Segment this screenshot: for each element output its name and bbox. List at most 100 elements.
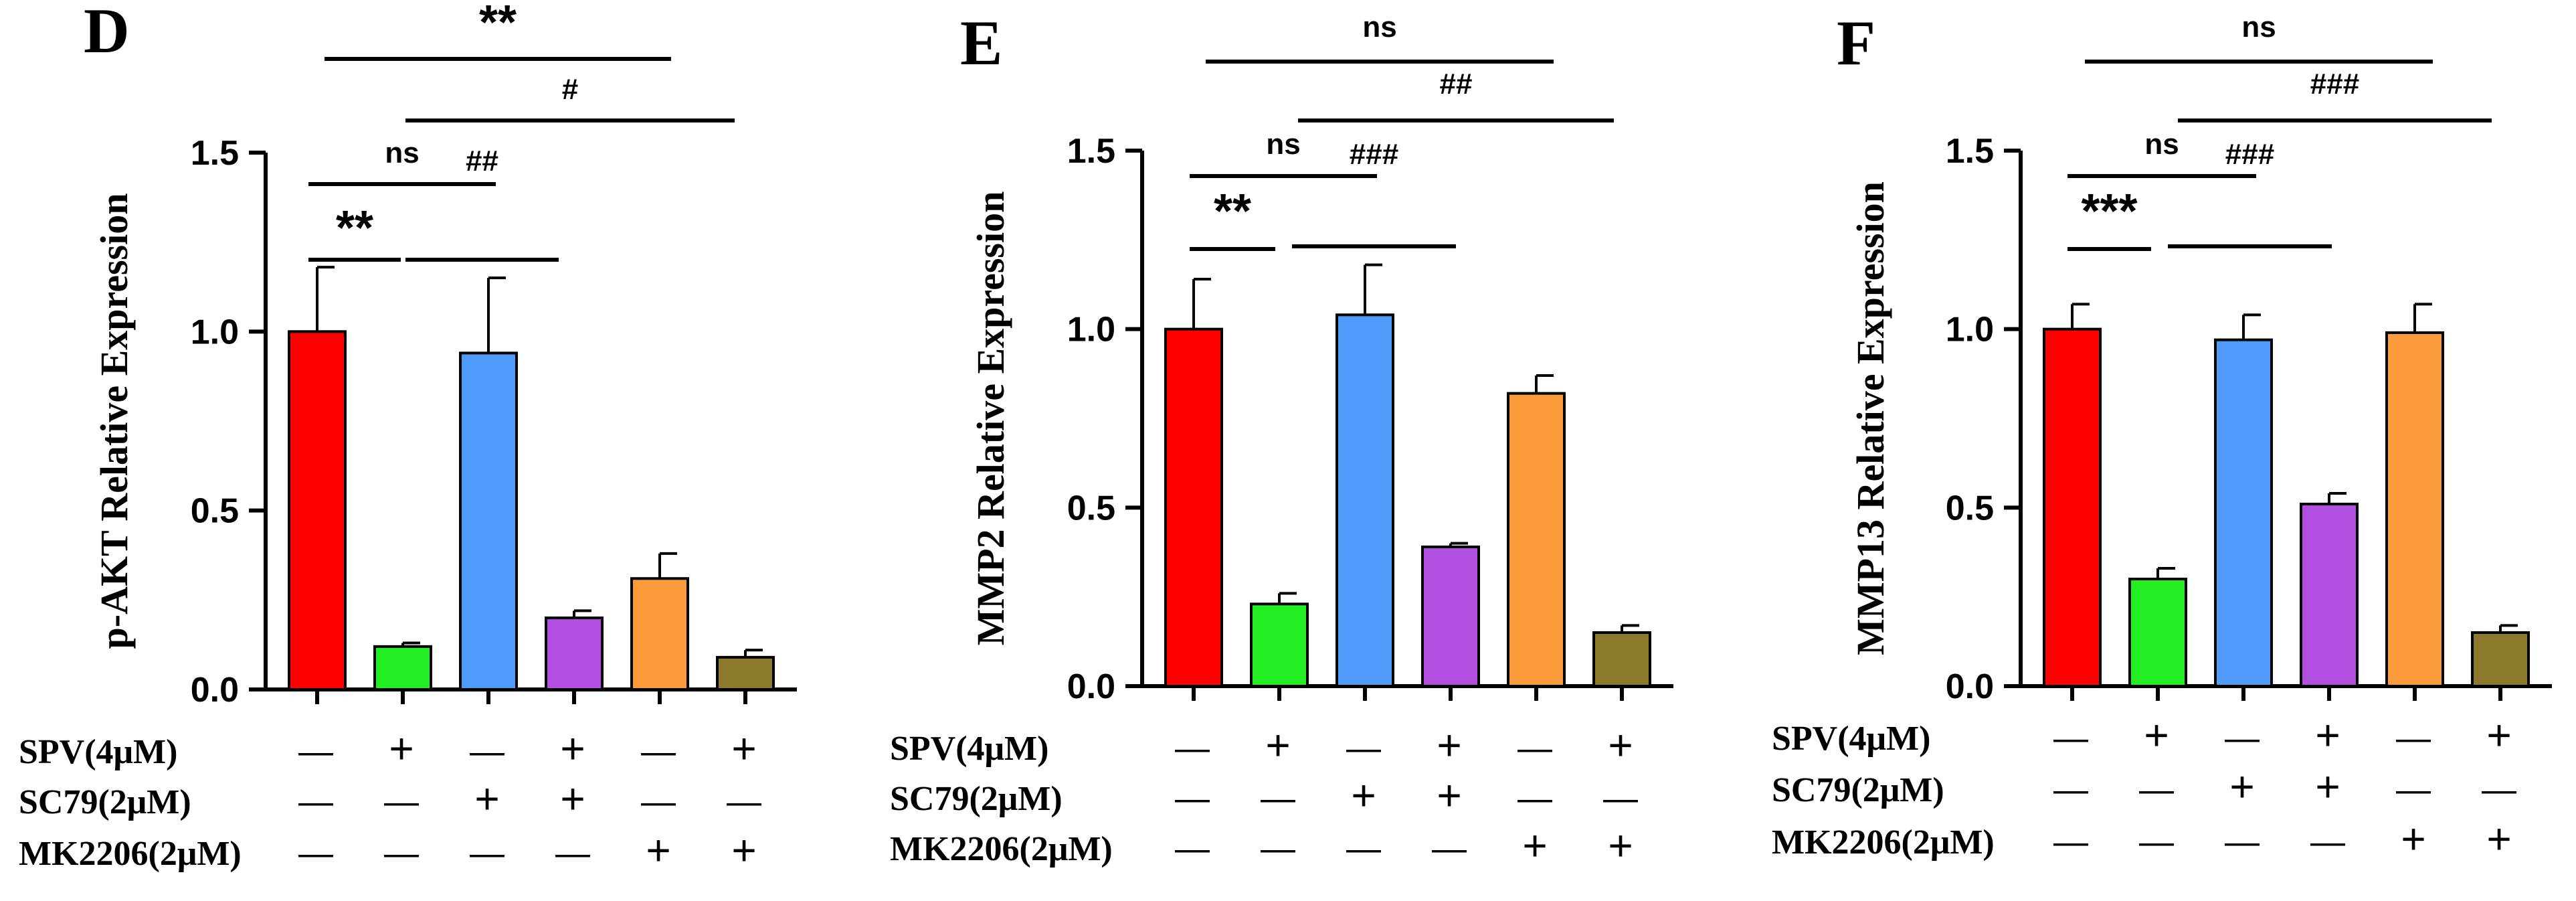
bar	[2128, 578, 2187, 687]
significance-label: ns	[2241, 11, 2276, 44]
y-tick-label: 0.0	[1946, 667, 1994, 706]
significance-label: **	[1214, 185, 1251, 238]
treatment-minus: —	[2482, 770, 2516, 809]
treatment-label: SPV(4μM)	[890, 730, 1048, 768]
bar	[2043, 327, 2102, 687]
treatment-plus: +	[1608, 821, 1633, 870]
treatment-minus: —	[1175, 779, 1210, 818]
panel-label: F	[1837, 7, 1875, 78]
y-tick-label: 1.0	[1067, 311, 1115, 349]
treatment-plus: +	[2401, 815, 2425, 863]
treatment-minus: —	[470, 732, 504, 771]
treatment-plus: +	[474, 774, 499, 823]
bar	[2385, 331, 2444, 687]
treatment-minus: —	[555, 834, 590, 873]
bar	[630, 577, 689, 691]
treatment-plus: +	[2486, 711, 2511, 759]
significance-label: ###	[1350, 138, 1398, 171]
treatment-plus: +	[2229, 762, 2254, 811]
significance-label: ns	[1266, 128, 1300, 161]
treatment-label: SC79(2μM)	[890, 780, 1063, 818]
treatment-minus: —	[1346, 729, 1381, 768]
y-tick-label: 0.5	[1946, 489, 1994, 527]
y-tick-label: 1.0	[191, 313, 239, 351]
treatment-minus: —	[1261, 779, 1295, 818]
treatment-minus: —	[1175, 829, 1210, 868]
significance-label: #	[562, 73, 578, 106]
treatment-minus: —	[2225, 719, 2260, 758]
treatment-plus: +	[560, 724, 585, 772]
bar	[288, 330, 347, 691]
treatment-plus: +	[1265, 721, 1290, 769]
bar	[1592, 631, 1651, 687]
treatment-minus: —	[641, 783, 676, 821]
treatment-minus: —	[1517, 729, 1552, 768]
y-tick-label: 0.0	[1067, 667, 1115, 706]
treatment-minus: —	[470, 834, 504, 873]
bar	[1507, 392, 1566, 688]
y-axis-label: MMP13 Relative Expression	[1849, 181, 1892, 655]
treatment-label: MK2206(2μM)	[890, 830, 1113, 868]
treatment-minus: —	[298, 732, 333, 771]
panel-label: E	[960, 7, 1002, 78]
treatment-plus: +	[389, 724, 413, 772]
treatment-minus: —	[1517, 779, 1552, 818]
treatment-minus: —	[727, 783, 761, 821]
treatment-plus: +	[1522, 821, 1547, 870]
treatment-minus: —	[1432, 829, 1467, 868]
significance-label: ##	[1440, 68, 1473, 100]
y-tick-label: 1.5	[191, 134, 239, 173]
panel-f: F MMP13 Relative Expression 0.0 0.5 1.0 1.5 **…	[1772, 7, 2552, 863]
significance-label: ns	[1362, 11, 1396, 44]
treatment-plus: +	[2144, 711, 2169, 759]
treatment-minus: —	[384, 834, 419, 873]
significance-label: ##	[466, 145, 498, 177]
treatment-label: SPV(4μM)	[1772, 720, 1930, 758]
y-tick-label: 1.5	[1946, 132, 1994, 171]
y-axis-label: MMP2 Relative Expression	[969, 191, 1012, 646]
treatment-minus: —	[2310, 823, 2345, 862]
bar	[2300, 503, 2359, 687]
y-axis-label: p-AKT Relative Expression	[92, 193, 136, 649]
treatment-plus: +	[731, 826, 756, 874]
panel-label: D	[84, 0, 130, 66]
treatment-minus: —	[1603, 779, 1638, 818]
bar	[1164, 327, 1223, 687]
treatment-minus: —	[2396, 719, 2431, 758]
treatment-minus: —	[298, 783, 333, 821]
panel-d: Dp-AKT Relative Expression 0.0 0.5 1.0 1.5 **…	[19, 0, 797, 874]
bar	[2214, 338, 2273, 687]
treatment-plus: +	[2315, 762, 2340, 811]
treatment-minus: —	[2396, 770, 2431, 809]
treatment-plus: +	[1437, 771, 1461, 819]
bar	[1250, 602, 1309, 687]
treatment-plus: +	[2315, 711, 2340, 759]
treatment-minus: —	[298, 834, 333, 873]
treatment-minus: —	[1175, 729, 1210, 768]
y-tick-label: 0.5	[1067, 489, 1115, 527]
significance-label: ###	[2310, 68, 2359, 100]
treatment-plus: +	[646, 826, 670, 874]
significance-label: ns	[385, 137, 419, 169]
bar	[1421, 546, 1480, 687]
treatment-minus: —	[641, 732, 676, 771]
treatment-minus: —	[1346, 829, 1381, 868]
bar	[2471, 631, 2530, 687]
treatment-minus: —	[2053, 719, 2088, 758]
treatment-label: SC79(2μM)	[1772, 771, 1944, 809]
treatment-minus: —	[2053, 770, 2088, 809]
significance-label: **	[479, 0, 517, 50]
y-tick-label: 1.5	[1067, 132, 1115, 171]
treatment-plus: +	[731, 724, 756, 772]
treatment-label: SPV(4μM)	[19, 733, 177, 771]
treatment-minus: —	[2053, 823, 2088, 862]
treatment-minus: —	[2139, 823, 2174, 862]
treatment-plus: +	[560, 774, 585, 823]
bar	[459, 351, 518, 691]
treatment-minus: —	[1261, 829, 1295, 868]
bar	[1336, 313, 1394, 688]
treatment-plus: +	[1608, 721, 1633, 769]
y-tick-label: 1.0	[1946, 311, 1994, 349]
y-tick-label: 0.5	[191, 492, 239, 531]
